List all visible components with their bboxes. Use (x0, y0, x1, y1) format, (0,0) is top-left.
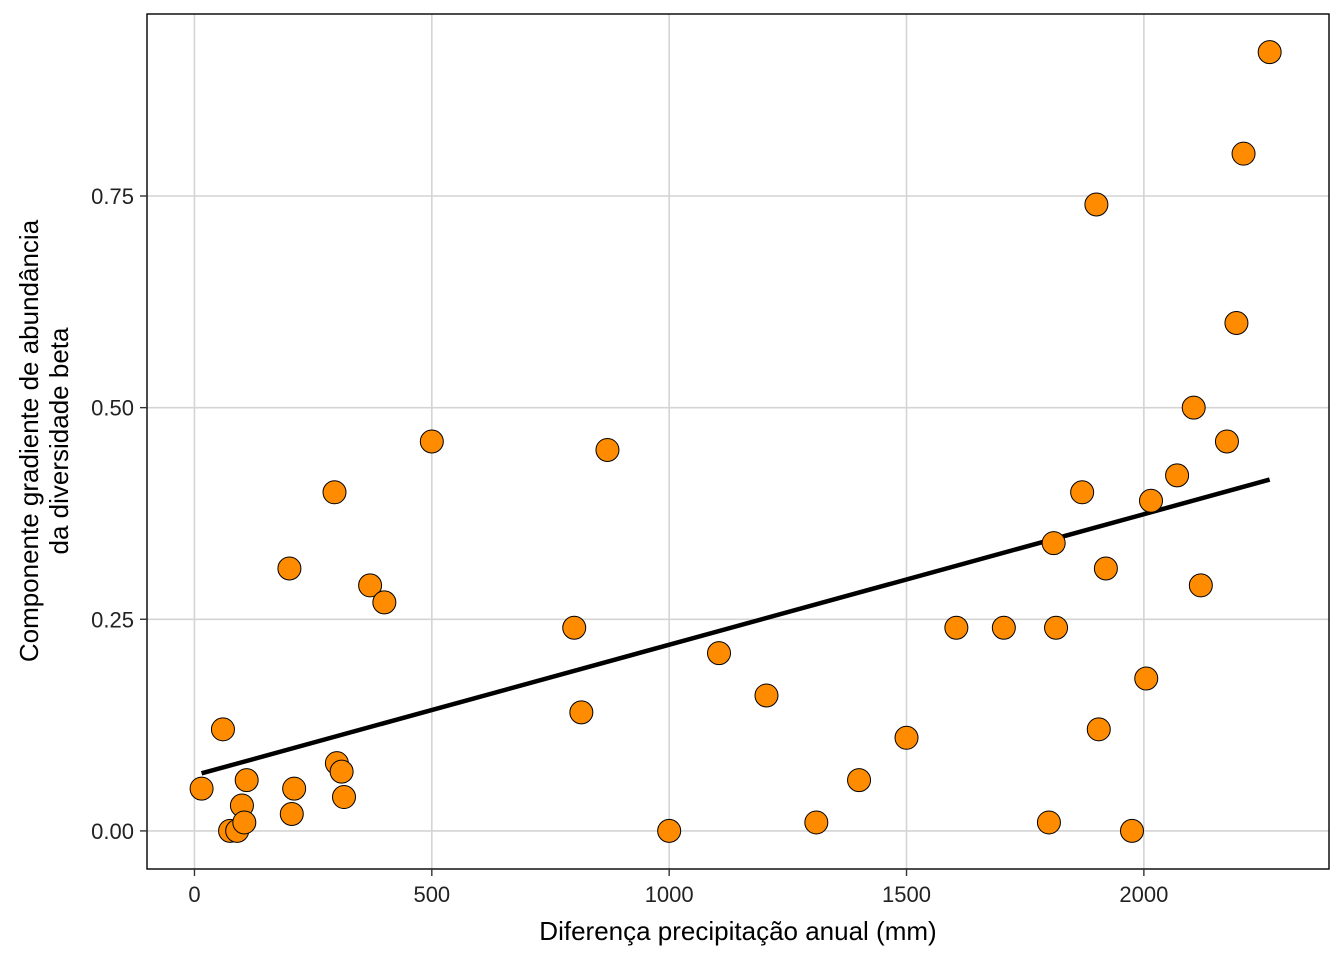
y-axis-title-group: Componente gradiente de abundância da di… (14, 219, 74, 662)
data-point (569, 700, 594, 725)
data-point (1084, 192, 1109, 217)
data-point (1093, 556, 1118, 581)
x-tick-label: 1000 (645, 882, 694, 907)
y-axis: 0.00 0.25 0.50 0.75 (91, 184, 147, 844)
data-point (657, 818, 682, 843)
x-axis-title: Diferença precipitação anual (mm) (539, 916, 936, 946)
data-point (1070, 480, 1095, 505)
grid-lines (147, 14, 1329, 869)
fit-line-group (200, 477, 1271, 776)
data-point (1214, 429, 1239, 454)
data-point (358, 573, 383, 598)
data-point (210, 717, 235, 742)
data-point (1231, 141, 1256, 166)
data-point (329, 759, 354, 784)
data-point (944, 615, 969, 640)
data-point (991, 615, 1016, 640)
data-point (322, 480, 347, 505)
x-tick-label: 0 (188, 882, 200, 907)
y-axis-title-line-2: da diversidade beta (44, 327, 74, 554)
data-point (894, 725, 919, 750)
x-tick-label: 500 (413, 882, 450, 907)
data-point (1181, 395, 1206, 420)
data-point (804, 810, 829, 835)
y-tick-label: 0.00 (91, 819, 134, 844)
data-point (232, 810, 257, 835)
data-point (595, 437, 620, 462)
y-axis-title-line-1: Componente gradiente de abundância (14, 219, 44, 662)
data-point (372, 590, 397, 615)
data-point (1165, 463, 1190, 488)
data-point (419, 429, 444, 454)
data-point (279, 801, 304, 826)
regression-line (200, 477, 1271, 776)
data-point (282, 776, 307, 801)
data-point (277, 556, 302, 581)
data-point (1036, 810, 1061, 835)
plot-panel-border (146, 13, 1330, 870)
data-point (1086, 717, 1111, 742)
data-points (189, 40, 1282, 843)
data-point (1224, 310, 1249, 335)
data-point (1134, 666, 1159, 691)
y-tick-label: 0.75 (91, 184, 134, 209)
x-tick-label: 1500 (882, 882, 931, 907)
data-point (1120, 818, 1144, 843)
data-point (754, 683, 779, 708)
data-point (234, 768, 259, 793)
data-point (1138, 488, 1163, 513)
data-point (1041, 531, 1066, 556)
data-point (562, 615, 587, 640)
data-point (1044, 615, 1069, 640)
data-point (707, 641, 732, 666)
data-point (847, 768, 872, 793)
data-point (189, 776, 214, 801)
y-tick-label: 0.50 (91, 396, 134, 421)
data-point (1257, 40, 1282, 65)
x-tick-label: 2000 (1119, 882, 1168, 907)
x-axis: 0 500 1000 1500 2000 (188, 869, 1168, 907)
data-point (332, 785, 356, 810)
y-tick-label: 0.25 (91, 607, 134, 632)
data-point (1188, 573, 1213, 598)
